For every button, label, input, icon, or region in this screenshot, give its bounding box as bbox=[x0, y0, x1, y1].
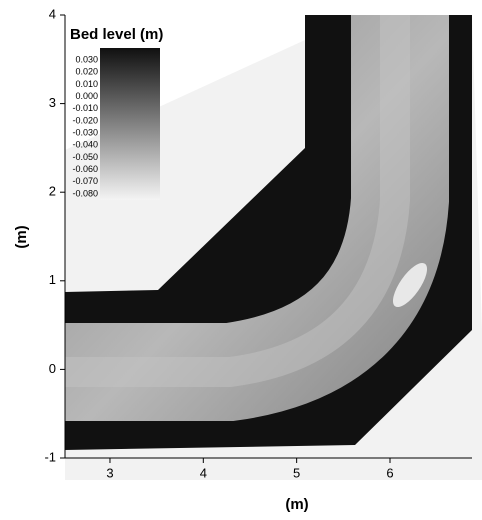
colorbar-tick-label: 0.020 bbox=[75, 67, 98, 77]
colorbar-title: Bed level (m) bbox=[70, 26, 163, 43]
colorbar-tick-label: 0.010 bbox=[75, 79, 98, 89]
colorbar-tick-label: -0.080 bbox=[72, 188, 98, 198]
colorbar bbox=[100, 48, 160, 200]
x-tick-label: 3 bbox=[106, 465, 113, 480]
colorbar-tick-label: -0.040 bbox=[72, 140, 98, 150]
y-tick-label: 2 bbox=[49, 184, 56, 199]
field bbox=[65, 15, 482, 480]
colorbar-tick-label: -0.020 bbox=[72, 115, 98, 125]
colorbar-tick-label: 0.030 bbox=[75, 55, 98, 65]
colorbar-tick-label: -0.010 bbox=[72, 103, 98, 113]
x-tick-label: 6 bbox=[386, 465, 393, 480]
y-axis-title: (m) bbox=[13, 225, 30, 248]
colorbar-tick-label: -0.060 bbox=[72, 164, 98, 174]
x-axis-title: (m) bbox=[285, 496, 308, 513]
colorbar-tick-label: 0.000 bbox=[75, 91, 98, 101]
x-tick-label: 5 bbox=[293, 465, 300, 480]
highlight bbox=[392, 262, 428, 308]
y-tick-label: 1 bbox=[49, 272, 56, 287]
y-tick-label: 3 bbox=[49, 95, 56, 110]
y-tick-label: 0 bbox=[49, 361, 56, 376]
y-tick-label: -1 bbox=[44, 449, 56, 464]
colorbar-tick-label: -0.050 bbox=[72, 152, 98, 162]
x-tick-label: 4 bbox=[200, 465, 207, 480]
colorbar-tick-label: -0.070 bbox=[72, 176, 98, 186]
colorbar-tick-label: -0.030 bbox=[72, 127, 98, 137]
channel-core bbox=[65, 15, 410, 387]
y-tick-label: 4 bbox=[49, 6, 56, 21]
